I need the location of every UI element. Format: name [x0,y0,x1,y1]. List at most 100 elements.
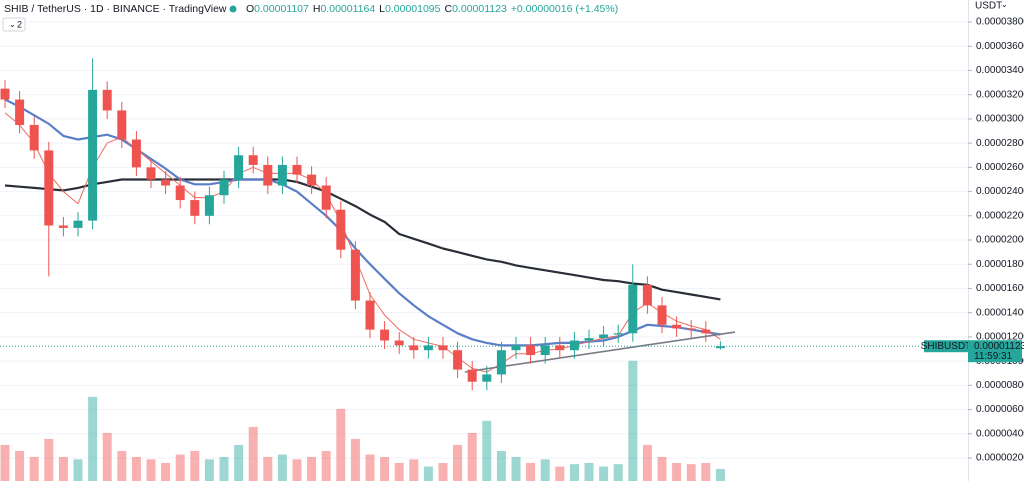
candle-body [555,345,565,351]
volume-bar [146,459,156,481]
currency-arrow: ⌄ [1001,0,1008,9]
volume-bar [263,456,273,481]
volume-bar [321,450,331,481]
candle-body [496,350,506,375]
price-tag [968,340,1022,363]
candle-body [380,329,390,341]
candle-body [438,345,448,351]
volume-bar [423,466,433,481]
y-tick-label: 0.00001800 [976,259,1024,270]
volume-bar [15,450,25,481]
indicator-toggle[interactable] [2,17,26,32]
y-tick-label: 0.00000200 [976,453,1024,464]
candle-body [117,110,127,140]
moving-average [4,98,721,347]
candle-body [190,200,200,216]
volume-bar [569,464,579,481]
candle-body [263,164,273,186]
volume-bar [292,459,302,481]
y-tick-label: 0.00003200 [976,89,1024,100]
volume-bar [584,462,594,481]
volume-bar [715,468,725,481]
candle-body [613,333,623,335]
y-tick-label: 0.00002200 [976,210,1024,221]
volume-bar [511,456,521,481]
volume-bar [394,462,404,481]
candle-body [321,185,331,210]
candle-body [204,195,214,216]
volume-bar [642,444,652,481]
volume-bar [672,462,682,481]
volume-bar [686,464,696,481]
y-tick-label: 0.00001400 [976,307,1024,318]
y-tick-label: 0.00002600 [976,162,1024,173]
candle-body [686,328,696,330]
change: +0.00000016 (+1.45%) [511,3,618,15]
candle-body [44,150,54,226]
candle-body [248,155,258,165]
ohlc-key: C [445,3,453,15]
ohlc-value: 0.00001123 [452,3,507,15]
volume-bar [73,459,83,481]
indicator-count: 2 [17,19,22,29]
ohlc-legend: O0.00001107 H0.00001164 L0.00001095 C0.0000… [246,3,618,15]
volume-bar [409,459,419,481]
volume-bar [453,444,463,481]
volume-bar [277,454,287,481]
ohlc-value: 0.00001095 [385,3,441,15]
candle-body [701,329,711,334]
candle-body [0,88,10,100]
volume-bar [234,444,244,481]
y-tick-label: 0.00000800 [976,380,1024,391]
y-tick-label: 0.00001600 [976,283,1024,294]
ohlc-key: H [313,3,321,15]
candle-body [394,340,404,346]
symbol-tag-text: SHIBUSDT [921,341,972,352]
ohlc-value: 0.00001107 [254,3,309,15]
volume-bar [628,360,638,481]
volume-bar [0,444,10,481]
volume-bar [190,450,200,481]
candle-body [599,334,609,339]
volume-layer [0,360,725,481]
y-tick-label: 0.00002400 [976,186,1024,197]
moving-average [4,112,721,373]
candle-body [628,284,638,334]
candle-body [73,220,83,228]
candle-body [307,174,317,186]
volume-bar [175,454,185,481]
y-tick-label: 0.00003800 [976,17,1024,28]
candle-body [526,345,536,356]
candle-body [365,300,375,330]
countdown-text: 11:59:31 [974,351,1013,362]
symbol-title: SHIB / TetherUS · 1D · BINANCE · Trading… [4,3,227,15]
volume-bar [204,459,214,481]
volume-bar [380,456,390,481]
trend-line [464,331,736,373]
candle-body [131,139,141,168]
volume-bar [307,456,317,481]
grid [0,21,968,459]
volume-bar [467,432,477,481]
currency-label[interactable]: USDT [975,1,1002,12]
volume-bar [482,420,492,481]
candle-body [146,167,156,180]
candle-body [540,345,550,356]
candle-body [292,164,302,175]
y-tick-label: 0.00002000 [976,235,1024,246]
ohlc-key: O [246,3,254,15]
candle-body [58,225,68,228]
candle-body [15,99,25,125]
status-dot [229,5,237,13]
candle-body [467,369,477,382]
y-tick-label: 0.00003600 [976,41,1024,52]
volume-bar [613,464,623,481]
volume-bar [58,456,68,481]
volume-bar [555,466,565,481]
candle-layer [0,58,725,391]
volume-bar [365,454,375,481]
candle-body [569,340,579,351]
volume-bar [526,462,536,481]
